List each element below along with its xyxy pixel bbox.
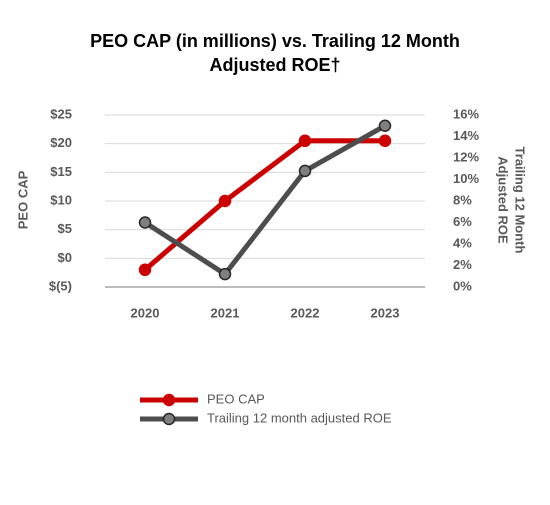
y-axis-label: PEO CAP <box>15 170 30 229</box>
y-tick-label: $5 <box>58 221 72 236</box>
y2-axis-label: Adjusted ROE <box>496 156 511 244</box>
y2-tick-label: 0% <box>453 278 472 293</box>
x-tick-label: 2022 <box>291 305 320 320</box>
legend-marker <box>162 393 176 407</box>
y2-tick-label: 10% <box>453 171 479 186</box>
y2-tick-label: 8% <box>453 192 472 207</box>
x-tick-label: 2020 <box>131 305 160 320</box>
point-marker <box>218 194 232 208</box>
series-line <box>143 138 385 272</box>
y2-axis-label: Trailing 12 Month <box>513 147 528 254</box>
point-marker <box>298 164 312 178</box>
y-tick-label: $0 <box>58 250 72 265</box>
y-tick-label: $(5) <box>49 278 72 293</box>
y-tick-label: $10 <box>50 192 72 207</box>
y-tick-label: $15 <box>50 164 72 179</box>
chart-title: PEO CAP (in millions) vs. Trailing 12 Mo… <box>90 31 460 51</box>
y2-tick-label: 6% <box>453 214 472 229</box>
point-marker <box>378 119 392 132</box>
point-marker <box>378 134 392 148</box>
point-marker <box>138 216 152 229</box>
y2-tick-label: 12% <box>453 149 479 164</box>
y-tick-label: $20 <box>50 135 72 150</box>
series-line <box>143 123 387 277</box>
y2-tick-label: 2% <box>453 257 472 272</box>
legend-label: PEO CAP <box>207 391 265 406</box>
chart-title: Adjusted ROE† <box>209 55 340 75</box>
y2-tick-label: 4% <box>453 235 472 250</box>
y2-tick-label: 16% <box>453 106 479 121</box>
x-tick-label: 2023 <box>371 305 400 320</box>
y2-tick-label: 14% <box>453 128 479 143</box>
point-marker <box>218 267 232 281</box>
point-marker <box>298 134 312 148</box>
legend-marker <box>162 412 176 426</box>
y-tick-label: $25 <box>50 106 72 121</box>
point-marker <box>138 263 152 277</box>
x-tick-label: 2021 <box>211 305 240 320</box>
legend-label: Trailing 12 month adjusted ROE <box>207 410 392 425</box>
